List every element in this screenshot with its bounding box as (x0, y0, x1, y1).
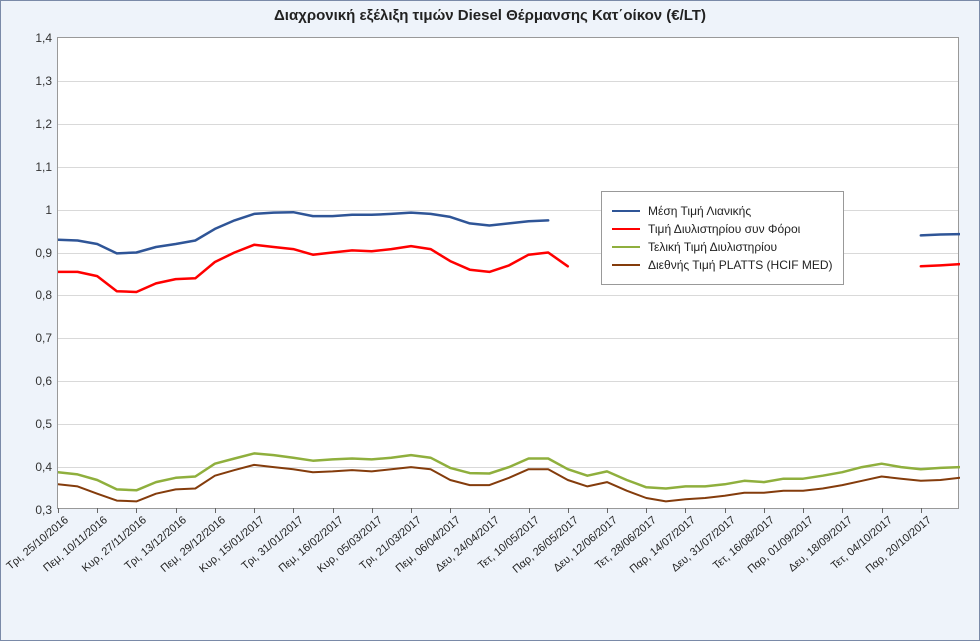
legend-label: Μέση Τιμή Λιανικής (648, 204, 751, 218)
legend-swatch (612, 210, 640, 212)
y-tick-label: 0,4 (35, 460, 58, 474)
y-tick-label: 1,2 (35, 117, 58, 131)
gridline (58, 467, 958, 468)
legend-label: Τιμή Διυλιστηρίου συν Φόροι (648, 222, 800, 236)
legend-swatch (612, 246, 640, 248)
gridline (58, 338, 958, 339)
y-tick-label: 1,3 (35, 74, 58, 88)
legend-item: Τελική Τιμή Διυλιστηρίου (612, 240, 833, 254)
y-tick-label: 1 (45, 203, 58, 217)
y-tick-label: 0,6 (35, 374, 58, 388)
y-tick-label: 1,4 (35, 31, 58, 45)
y-tick-label: 0,7 (35, 331, 58, 345)
series-line (58, 453, 960, 490)
series-line (921, 234, 960, 235)
chart-title: Διαχρονική εξέλιξη τιμών Diesel Θέρμανση… (1, 7, 979, 24)
gridline (58, 295, 958, 296)
legend-swatch (612, 264, 640, 266)
gridline (58, 167, 958, 168)
series-line (58, 212, 548, 253)
chart-frame: Διαχρονική εξέλιξη τιμών Diesel Θέρμανση… (0, 0, 980, 641)
gridline (58, 424, 958, 425)
legend-item: Μέση Τιμή Λιανικής (612, 204, 833, 218)
legend-item: Διεθνής Τιμή PLATTS (HCIF MED) (612, 258, 833, 272)
legend-label: Διεθνής Τιμή PLATTS (HCIF MED) (648, 258, 833, 272)
y-tick-label: 0,8 (35, 288, 58, 302)
series-line (921, 264, 960, 266)
y-tick-label: 0,9 (35, 246, 58, 260)
gridline (58, 124, 958, 125)
legend-item: Τιμή Διυλιστηρίου συν Φόροι (612, 222, 833, 236)
legend: Μέση Τιμή Λιανικής Τιμή Διυλιστηρίου συν … (601, 191, 844, 285)
gridline (58, 81, 958, 82)
legend-label: Τελική Τιμή Διυλιστηρίου (648, 240, 777, 254)
y-tick-label: 1,1 (35, 160, 58, 174)
gridline (58, 381, 958, 382)
legend-swatch (612, 228, 640, 230)
y-tick-label: 0,5 (35, 417, 58, 431)
series-line (58, 465, 960, 502)
